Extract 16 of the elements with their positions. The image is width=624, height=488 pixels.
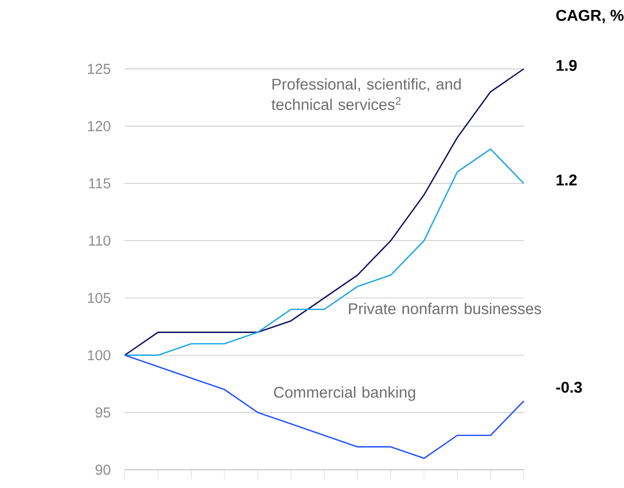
y-tick-label: 105: [88, 293, 110, 304]
text: 1.9: [556, 60, 577, 72]
y-tick-label: 110: [89, 236, 110, 246]
series-label: Commercial banking: [274, 386, 416, 402]
y-tick-label: 95: [96, 408, 110, 418]
line-series: [124, 354, 524, 460]
text: CAGR, %: [556, 10, 624, 24]
y-tick-label: 120: [88, 121, 110, 132]
text: -0.3: [556, 382, 582, 394]
y-tick-label: 90: [96, 464, 110, 476]
series-label: Private nonfarm businesses: [349, 302, 542, 314]
y-tick-label: 125: [88, 64, 110, 74]
y-tick-label: 100: [88, 350, 110, 360]
y-tick-label: 115: [89, 178, 110, 189]
text: 1.2: [556, 174, 577, 186]
series-label: Professional, scientific, and technical services$^{2}$: [272, 78, 461, 110]
